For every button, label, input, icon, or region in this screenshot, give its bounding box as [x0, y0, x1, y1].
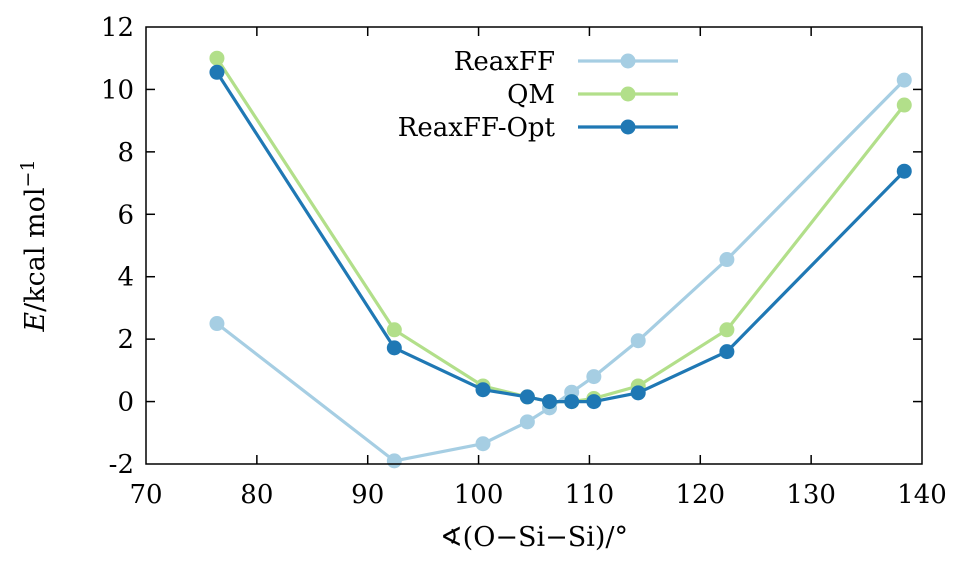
- x-tick-label: 110: [565, 480, 615, 510]
- series-line-reaxff: [215, 78, 906, 463]
- data-point-reaxff: [630, 333, 646, 349]
- x-tick-label: 140: [897, 480, 947, 510]
- series-qm: [209, 50, 912, 410]
- x-axis: 70 80 90 100 110 120 130 140: [129, 27, 947, 510]
- data-point-reaxff-opt: [896, 163, 912, 179]
- y-tick-label: 12: [101, 13, 134, 43]
- legend-marker: [620, 86, 636, 102]
- legend-label: QM: [507, 80, 555, 110]
- data-point-reaxff-opt: [209, 64, 225, 80]
- y-tick-label: 4: [117, 263, 134, 293]
- y-axis-label-unit: /kcal mol: [20, 187, 51, 311]
- data-point-reaxff: [386, 453, 402, 469]
- y-tick-label: 0: [117, 388, 134, 418]
- legend-item-reaxff: ReaxFF: [454, 47, 678, 77]
- data-point-reaxff: [586, 369, 602, 385]
- series-reaxff-opt: [209, 64, 912, 410]
- x-tick-label: 80: [240, 480, 273, 510]
- data-point-reaxff: [519, 414, 535, 430]
- data-point-reaxff: [719, 252, 735, 268]
- legend-item-qm: QM: [507, 80, 678, 110]
- data-point-reaxff: [475, 436, 491, 452]
- y-axis-label: E/kcal mol−1: [17, 159, 51, 332]
- x-tick-label: 70: [129, 480, 162, 510]
- x-tick-label: 90: [351, 480, 384, 510]
- legend-marker: [620, 119, 636, 135]
- series-layer: [209, 50, 912, 469]
- y-tick-label: 8: [117, 138, 134, 168]
- y-tick-label: 2: [117, 325, 134, 355]
- data-point-reaxff-opt: [386, 340, 402, 356]
- y-tick-label: -2: [109, 450, 134, 480]
- data-point-qm: [209, 50, 225, 66]
- y-axis: -2 0 2 4 6 8 10 12: [101, 13, 922, 480]
- data-point-reaxff-opt: [586, 394, 602, 410]
- y-axis-label-var: E: [20, 312, 51, 333]
- data-point-reaxff-opt: [630, 385, 646, 401]
- y-tick-label: 10: [101, 75, 134, 105]
- data-point-reaxff: [896, 72, 912, 88]
- x-axis-label: ∢(O−Si−Si)/°: [440, 522, 628, 553]
- data-point-reaxff-opt: [719, 344, 735, 360]
- plot-frame: [145, 26, 923, 465]
- legend-label: ReaxFF-Opt: [398, 113, 556, 143]
- data-point-reaxff-opt: [519, 389, 535, 405]
- y-axis-label-exponent: −1: [17, 159, 39, 187]
- y-tick-label: 6: [117, 200, 134, 230]
- legend-label: ReaxFF: [454, 47, 555, 77]
- x-tick-label: 130: [786, 480, 836, 510]
- legend-marker: [620, 53, 636, 69]
- data-point-qm: [719, 322, 735, 338]
- series-line-reaxff-opt: [215, 71, 906, 404]
- legend-item-reaxff-opt: ReaxFF-Opt: [398, 113, 678, 143]
- data-point-reaxff-opt: [542, 394, 558, 410]
- data-point-reaxff-opt: [564, 394, 580, 410]
- x-tick-label: 100: [454, 480, 504, 510]
- data-point-qm: [896, 97, 912, 113]
- data-point-reaxff: [209, 316, 225, 332]
- data-point-qm: [386, 322, 402, 338]
- x-tick-label: 120: [675, 480, 725, 510]
- data-point-reaxff-opt: [475, 382, 491, 398]
